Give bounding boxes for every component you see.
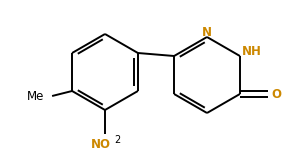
Text: NO: NO <box>91 138 111 151</box>
Text: Me: Me <box>27 90 44 103</box>
Text: 2: 2 <box>114 135 120 145</box>
Text: NH: NH <box>242 45 262 58</box>
Text: O: O <box>271 88 281 101</box>
Text: N: N <box>202 26 212 39</box>
